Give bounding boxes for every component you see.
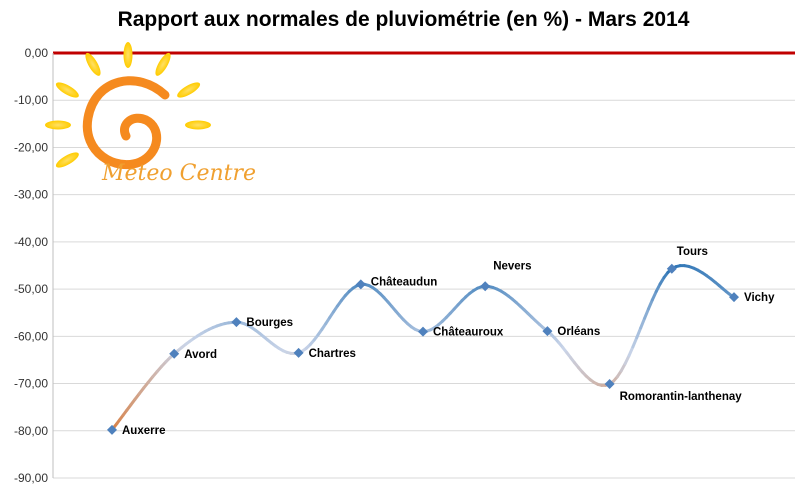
sun-ray	[85, 52, 101, 76]
y-tick-label: 0,00	[25, 46, 49, 60]
data-label: Tours	[677, 246, 708, 258]
sun-ray	[123, 42, 133, 68]
data-point	[293, 347, 304, 358]
data-label: Chartres	[309, 348, 356, 360]
series-segment	[627, 345, 635, 358]
sun-icon	[45, 42, 211, 170]
sun-ray	[185, 120, 211, 130]
sun-ray	[155, 52, 171, 76]
data-label: Orléans	[557, 326, 600, 338]
data-point	[604, 379, 615, 390]
data-label: Romorantin-lanthenay	[620, 391, 743, 403]
data-point	[666, 263, 677, 274]
y-axis: 0,00 -10,00 -20,00 -30,00 -40,00 -50,00 -60,00…	[14, 46, 54, 485]
series-segment	[646, 298, 654, 311]
series-segment	[631, 336, 639, 349]
data-point	[729, 292, 739, 303]
chart-title: Rapport aux normales de pluviométrie (en…	[117, 8, 690, 31]
data-point	[231, 317, 242, 328]
y-tick-label: -90,00	[14, 471, 48, 485]
sun-ray	[177, 82, 201, 98]
meteo-centre-logo: Meteo Centre	[45, 42, 256, 186]
y-tick-label: -40,00	[14, 235, 48, 249]
series-segment	[643, 307, 650, 320]
series-line	[110, 264, 736, 432]
y-tick-label: -50,00	[14, 282, 48, 296]
data-label: Bourges	[246, 317, 293, 329]
grid-lines	[53, 51, 795, 479]
data-label: Châteaudun	[371, 276, 437, 288]
data-point	[107, 424, 117, 435]
y-tick-label: -30,00	[14, 188, 48, 202]
data-label: Nevers	[493, 260, 531, 272]
series-segment	[650, 289, 658, 302]
logo-text: Meteo Centre	[101, 161, 256, 186]
y-tick-label: -10,00	[14, 93, 48, 107]
y-tick-label: -20,00	[14, 140, 48, 154]
series-segment	[639, 316, 647, 330]
sun-ray	[55, 82, 79, 98]
sun-ray	[45, 120, 71, 130]
data-point	[169, 348, 180, 359]
data-point	[480, 281, 491, 292]
series-segment	[635, 326, 643, 340]
sun-ray	[55, 152, 79, 168]
data-label: Vichy	[744, 292, 775, 304]
data-point	[542, 326, 553, 337]
y-tick-label: -80,00	[14, 424, 48, 438]
y-tick-label: -60,00	[14, 329, 48, 343]
data-point	[418, 326, 428, 337]
data-label: Auxerre	[122, 425, 165, 437]
y-tick-label: -70,00	[14, 377, 48, 391]
data-label: Avord	[184, 349, 217, 361]
data-point	[355, 279, 366, 290]
data-label: Châteauroux	[433, 327, 504, 339]
